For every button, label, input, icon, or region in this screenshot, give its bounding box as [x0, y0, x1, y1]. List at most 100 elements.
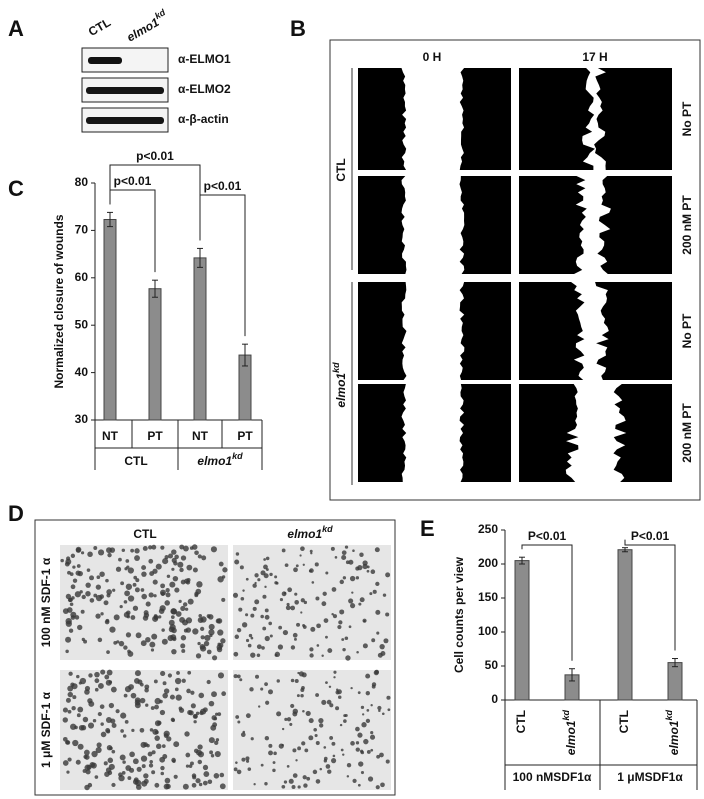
y-tick-label: 70	[75, 223, 89, 237]
cell	[107, 757, 114, 764]
cell	[360, 771, 365, 775]
cell	[194, 550, 199, 556]
cell	[265, 568, 269, 571]
cell	[162, 558, 169, 565]
cell	[291, 784, 296, 789]
cell	[71, 683, 78, 690]
error-bar	[622, 547, 628, 553]
blot-band	[86, 87, 164, 94]
cell	[110, 686, 117, 693]
cell	[65, 649, 69, 654]
cell	[371, 638, 376, 643]
cell	[121, 548, 126, 553]
cell	[216, 618, 223, 624]
cell	[200, 635, 205, 640]
cell	[362, 643, 368, 649]
cell	[135, 779, 142, 787]
cell	[290, 703, 295, 709]
cell	[135, 632, 142, 639]
cell	[115, 566, 122, 572]
cell	[316, 623, 321, 629]
cell	[186, 688, 191, 694]
cell	[106, 669, 113, 676]
cell	[300, 546, 305, 552]
cell	[159, 699, 163, 704]
cell	[78, 724, 85, 731]
lane-label-text: CTL	[86, 15, 113, 39]
cell	[236, 674, 241, 679]
cell	[342, 576, 347, 580]
cell	[188, 764, 193, 768]
cell	[309, 647, 314, 652]
cell	[310, 552, 313, 555]
cell	[264, 608, 269, 613]
cell	[154, 735, 160, 741]
bar	[667, 662, 683, 701]
cell	[148, 592, 154, 598]
cell	[311, 581, 315, 584]
cell	[207, 779, 213, 785]
cell	[181, 678, 186, 683]
error-bar	[197, 247, 203, 268]
cell	[338, 620, 343, 625]
cell	[187, 670, 192, 675]
cell	[128, 684, 134, 690]
time-label: 0 H	[423, 50, 442, 64]
cell	[106, 593, 111, 598]
cell	[339, 609, 345, 615]
cell	[99, 704, 105, 709]
cell	[281, 727, 285, 731]
cell	[358, 761, 364, 767]
cell	[345, 655, 351, 661]
bar	[617, 549, 633, 701]
group-label: CTL	[124, 454, 147, 468]
cell	[62, 707, 68, 713]
y-tick-label: 50	[485, 658, 499, 672]
cell	[214, 740, 219, 746]
cell	[310, 626, 316, 632]
cell	[145, 703, 149, 707]
cell	[371, 682, 377, 687]
error-bar	[672, 658, 678, 668]
cell	[151, 633, 158, 640]
cell	[162, 681, 167, 686]
y-tick-label: 250	[478, 522, 498, 536]
cell	[152, 728, 159, 735]
cell	[379, 644, 385, 650]
cell	[125, 632, 132, 638]
group-label-text: 100 nMSDF1α	[513, 770, 592, 784]
cell	[366, 709, 370, 712]
cell	[100, 669, 106, 675]
cell	[158, 608, 165, 614]
cell	[171, 627, 177, 634]
y-tick-label: 50	[75, 317, 89, 331]
cell	[190, 690, 195, 695]
cell	[380, 782, 385, 788]
cell	[80, 551, 85, 555]
cell	[253, 783, 256, 786]
cell	[342, 753, 345, 756]
cell	[250, 652, 256, 658]
cell	[337, 695, 342, 699]
cell	[308, 735, 314, 741]
cell	[100, 722, 104, 726]
cell	[154, 697, 161, 705]
category-label-text: CTL	[514, 710, 528, 733]
cell	[346, 762, 352, 768]
cell	[179, 617, 185, 623]
cell	[245, 638, 250, 643]
cell	[106, 547, 112, 554]
cell	[151, 770, 156, 775]
cell	[272, 761, 276, 765]
cell	[62, 717, 68, 723]
cell	[198, 613, 203, 618]
cell	[65, 697, 71, 703]
cell	[120, 581, 125, 586]
cell	[178, 599, 182, 603]
cell	[103, 761, 108, 766]
cell	[104, 674, 110, 680]
cell	[281, 548, 286, 553]
cell	[173, 561, 178, 566]
cell	[141, 593, 147, 600]
cell	[153, 615, 158, 620]
